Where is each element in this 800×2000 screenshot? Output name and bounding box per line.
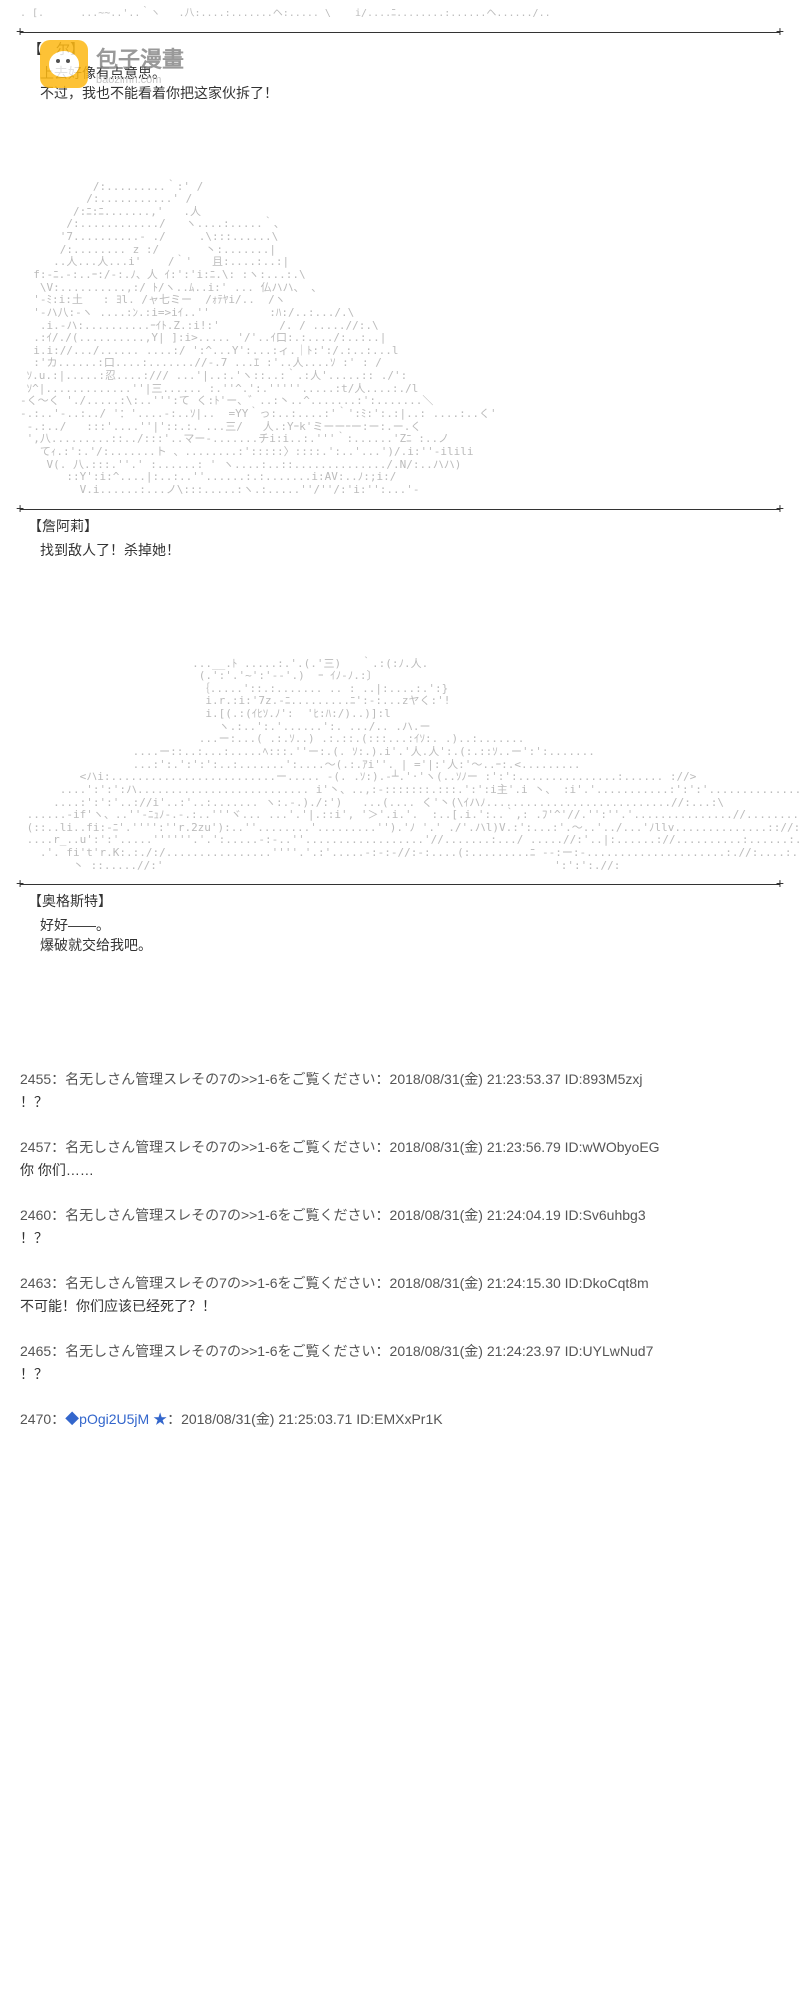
post-header: 2465：名无しさん管理スレその7の>>1-6をご覧ください：2018/08/3… [20, 1341, 780, 1362]
post-body: ！？ [20, 1092, 780, 1113]
speaker-label: 【詹阿莉】 [0, 514, 800, 538]
forum-post: 2457：名无しさん管理スレその7の>>1-6をご覧ください：2018/08/3… [20, 1137, 780, 1181]
post-list: 2455：名无しさん管理スレその7の>>1-6をご覧ください：2018/08/3… [0, 1069, 800, 1430]
baozi-icon [40, 40, 88, 88]
watermark: 包子漫畫 baozimh.com [40, 40, 184, 88]
post-body: 你 你们…… [20, 1160, 780, 1181]
post-body: 不可能！你们应该已经死了？！ [20, 1296, 780, 1317]
post-trip-link[interactable]: ◆pOgi2U5jM ★ [65, 1411, 167, 1427]
dialogue-line: 好好——。 [40, 917, 110, 933]
ascii-art-character-1: /:.........｀:' / /:...........' / /:ﾆ:ﾆ.… [0, 173, 800, 505]
post-header: 2455：名无しさん管理スレその7の>>1-6をご覧ください：2018/08/3… [20, 1069, 780, 1090]
dialogue-text: 找到敌人了！杀掉她！ [0, 538, 800, 580]
post-body: ！？ [20, 1364, 780, 1385]
ascii-art-top: . [. ...~~..'..｀ヽ .八:....:.......ヘ:.....… [0, 0, 800, 28]
divider [20, 884, 780, 885]
dialogue-line: 爆破就交给我吧。 [40, 937, 152, 953]
post-body: ！？ [20, 1228, 780, 1249]
forum-post: 2470：◆pOgi2U5jM ★：2018/08/31(金) 21:25:03… [20, 1409, 780, 1430]
post-header: 2463：名无しさん管理スレその7の>>1-6をご覧ください：2018/08/3… [20, 1273, 780, 1294]
dialogue-line: 找到敌人了！杀掉她！ [40, 542, 180, 558]
divider [20, 32, 780, 33]
forum-post: 2465：名无しさん管理スレその7の>>1-6をご覧ください：2018/08/3… [20, 1341, 780, 1385]
watermark-title: 包子漫畫 [96, 42, 184, 74]
dialogue-text: 好好——。 爆破就交给我吧。 [0, 913, 800, 975]
divider [20, 509, 780, 510]
post-header: 2470：◆pOgi2U5jM ★：2018/08/31(金) 21:25:03… [20, 1409, 780, 1430]
forum-post: 2463：名无しさん管理スレその7の>>1-6をご覧ください：2018/08/3… [20, 1273, 780, 1317]
ascii-art-character-2: ...__.ﾄ .....:.'.(.'三) ｀.:(:ﾉ.人. (.':'.'… [0, 650, 800, 881]
watermark-url: baozimh.com [96, 74, 184, 86]
forum-post: 2460：名无しさん管理スレその7の>>1-6をご覧ください：2018/08/3… [20, 1205, 780, 1249]
forum-post: 2455：名无しさん管理スレその7の>>1-6をご覧ください：2018/08/3… [20, 1069, 780, 1113]
speaker-label: 【奥格斯特】 [0, 889, 800, 913]
post-header: 2460：名无しさん管理スレその7の>>1-6をご覧ください：2018/08/3… [20, 1205, 780, 1226]
post-header: 2457：名无しさん管理スレその7の>>1-6をご覧ください：2018/08/3… [20, 1137, 780, 1158]
